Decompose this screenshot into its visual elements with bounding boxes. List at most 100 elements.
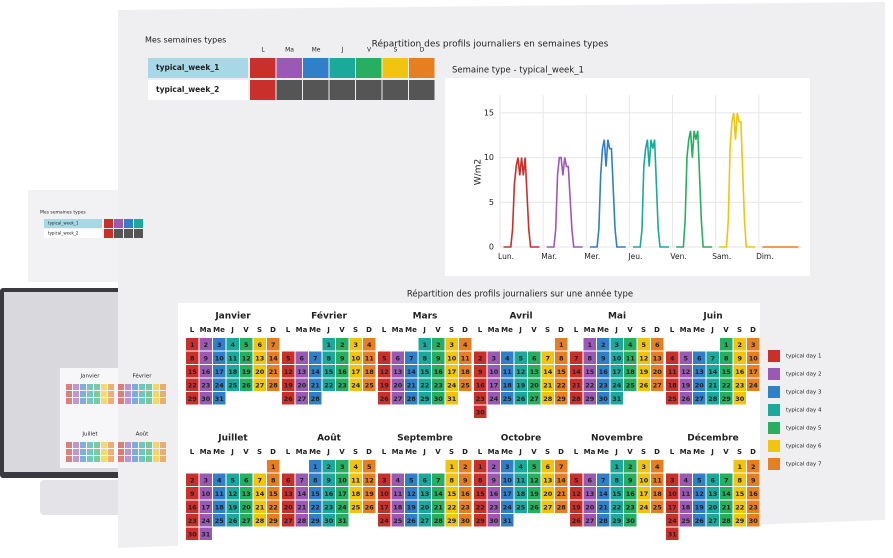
day-cell (213, 351, 226, 364)
day-header: S (641, 326, 646, 334)
day-cell (309, 351, 322, 364)
x-tick-label: Ven. (670, 252, 686, 261)
day-number: 9 (628, 476, 633, 484)
week-cell (409, 58, 435, 78)
day-cell (459, 378, 472, 391)
day-header: S (545, 326, 550, 334)
day-cell (282, 487, 295, 500)
day-cell (474, 351, 487, 364)
day-cell (349, 460, 362, 473)
day-number: 3 (641, 463, 646, 471)
day-cell (322, 378, 335, 391)
day-header: L (190, 448, 195, 456)
day-number: 29 (557, 395, 567, 403)
day-number: 12 (639, 354, 648, 362)
day-cell (186, 473, 199, 486)
small-day-cell (139, 398, 145, 404)
day-cell (624, 378, 637, 391)
day-number: 24 (489, 395, 499, 403)
day-header: D (558, 326, 564, 334)
day-header: L (286, 326, 291, 334)
day-cell (378, 365, 391, 378)
day-number: 23 (461, 503, 470, 511)
day-cell (651, 473, 664, 486)
day-cell (445, 351, 458, 364)
day-number: 1 (559, 341, 564, 349)
day-cell (459, 473, 472, 486)
day-number: 18 (626, 368, 636, 376)
day-cell (514, 378, 527, 391)
day-cell (610, 514, 623, 527)
day-number: 21 (708, 381, 718, 389)
day-cell (267, 500, 280, 513)
day-cell (555, 487, 568, 500)
line (589, 139, 626, 248)
day-number: 29 (188, 395, 198, 403)
day-number: 24 (749, 381, 759, 389)
day-cell (349, 351, 362, 364)
day-cell (253, 365, 266, 378)
day-cell (610, 392, 623, 405)
small-day-cell (87, 391, 93, 397)
day-number: 22 (557, 381, 566, 389)
small-weeks-title: Mes semaines types (40, 210, 86, 216)
day-cell (267, 365, 280, 378)
day-header: Ma (584, 448, 596, 456)
day-number: 1 (190, 341, 195, 349)
day-cell (570, 392, 583, 405)
day-number: 22 (324, 381, 333, 389)
day-number: 25 (228, 381, 238, 389)
small-day-cell (73, 384, 79, 390)
day-header: L (478, 326, 483, 334)
day-number: 26 (380, 395, 390, 403)
month-name: Juillet (217, 434, 248, 444)
day-number: 12 (380, 368, 389, 376)
day-number: 31 (447, 395, 457, 403)
day-cell (679, 392, 692, 405)
day-header: V (243, 448, 249, 456)
day-number: 24 (668, 517, 678, 525)
day-number: 26 (572, 517, 582, 525)
day-cell (295, 378, 308, 391)
day-header: Me (309, 326, 321, 334)
day-header: L (574, 326, 579, 334)
day-cell (391, 392, 404, 405)
day-number: 3 (614, 341, 619, 349)
y-tick-label: 15 (484, 108, 494, 117)
day-number: 25 (365, 381, 375, 389)
day-number: 3 (203, 476, 208, 484)
day-cell (282, 473, 295, 486)
day-number: 26 (407, 517, 417, 525)
day-number: 13 (255, 354, 264, 362)
day-number: 30 (476, 408, 486, 416)
day-cell (666, 392, 679, 405)
day-cell (597, 338, 610, 351)
small-day-cell (94, 391, 100, 397)
day-number: 24 (612, 381, 622, 389)
week-name: typical_week_2 (156, 85, 219, 94)
day-number: 25 (215, 517, 225, 525)
day-cell (555, 338, 568, 351)
day-cell (501, 392, 514, 405)
day-number: 9 (491, 476, 496, 484)
line (546, 156, 583, 248)
day-number: 5 (641, 341, 646, 349)
day-number: 18 (351, 490, 361, 498)
small-day-cell (66, 384, 72, 390)
day-number: 10 (201, 490, 211, 498)
day-cell (418, 392, 431, 405)
day-cell (693, 500, 706, 513)
day-cell (706, 487, 719, 500)
day-cell (282, 392, 295, 405)
day-cell (432, 487, 445, 500)
day-number: 23 (324, 503, 333, 511)
day-number: 11 (626, 354, 636, 362)
day-header: Me (213, 448, 225, 456)
day-cell (733, 378, 746, 391)
day-number: 6 (257, 341, 262, 349)
day-number: 12 (407, 490, 416, 498)
day-number: 21 (543, 381, 553, 389)
day-cell (474, 487, 487, 500)
day-cell (267, 514, 280, 527)
week-cell (356, 58, 382, 78)
